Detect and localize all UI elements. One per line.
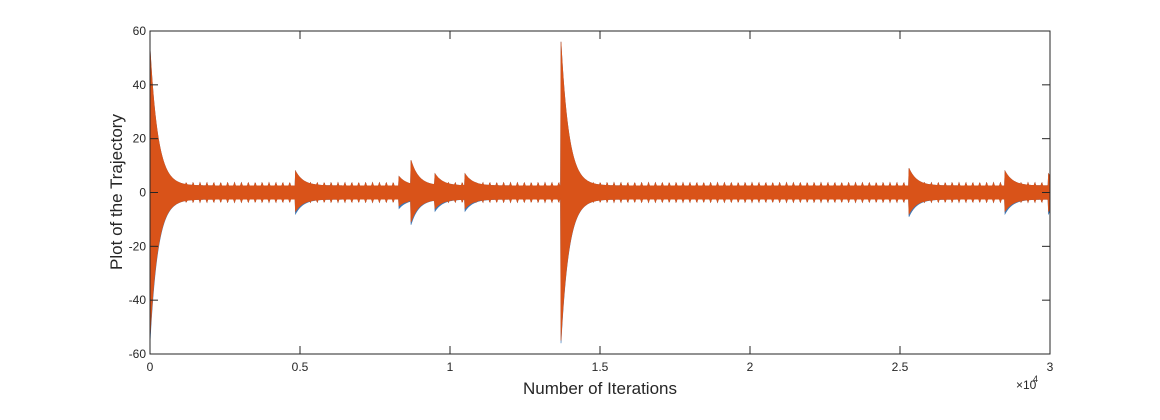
y-tick-label: 40 (133, 78, 147, 92)
x-axis-label: Number of Iterations (523, 379, 677, 398)
ticks-layer: 0 0.5 1 1.5 2 2.5 3 -60 -40 -20 0 20 40 60 (129, 24, 1054, 374)
x-tick-label: 0.5 (292, 360, 309, 374)
x-exponent-label: ×10 (1016, 378, 1037, 392)
y-tick-label: 0 (139, 186, 146, 200)
y-tick-label: 20 (133, 132, 147, 146)
x-tick-label: 0 (147, 360, 154, 374)
y-tick-label: -20 (129, 239, 147, 253)
x-tick-label: 1.5 (592, 360, 609, 374)
x-tick-label: 2.5 (892, 360, 909, 374)
x-tick-label: 1 (447, 360, 454, 374)
x-exponent-power: 4 (1033, 374, 1038, 384)
y-tick-label: -40 (129, 293, 147, 307)
x-tick-label: 2 (747, 360, 754, 374)
x-tick-label: 3 (1047, 360, 1054, 374)
y-axis-label: Plot of the Trajectory (107, 114, 126, 270)
y-tick-label: -60 (129, 347, 147, 361)
y-tick-label: 60 (133, 24, 147, 38)
